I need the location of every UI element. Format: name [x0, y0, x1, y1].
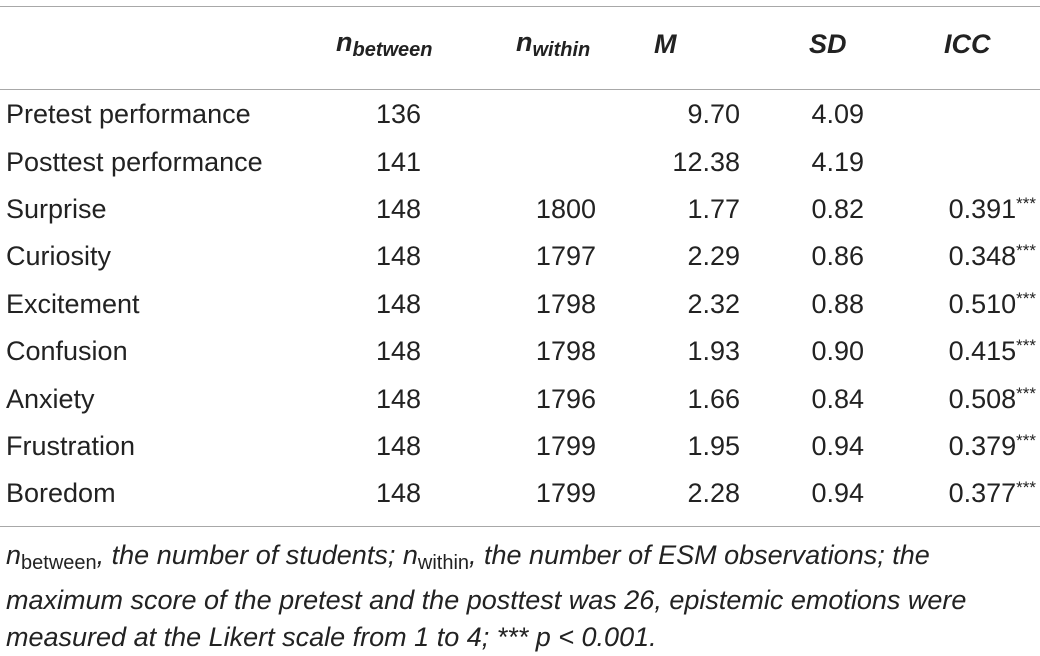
- table-row: Confusion 148 1798 1.93 0.90 0.415***: [0, 328, 1040, 375]
- cell-sd: 4.19: [811, 146, 864, 177]
- header-icc: ICC: [944, 29, 991, 59]
- cell-n-between: 148: [376, 288, 422, 319]
- cell-n-between: 148: [376, 241, 422, 272]
- bottom-rule: [0, 526, 1040, 527]
- cell-n-within: 1800: [535, 193, 596, 224]
- cell-sd: 0.86: [811, 241, 864, 272]
- cell-icc: 0.510***: [948, 288, 1036, 319]
- cell-sd: 4.09: [811, 99, 864, 130]
- header-variable: [0, 0, 336, 89]
- cell-icc: [864, 138, 1040, 185]
- significance-stars: ***: [1016, 241, 1036, 261]
- cell-sd: 0.82: [811, 193, 864, 224]
- cell-n-within: [516, 89, 596, 138]
- cell-n-between: 148: [376, 336, 422, 367]
- cell-mean: 1.77: [687, 193, 740, 224]
- cell-n-between: 148: [376, 193, 422, 224]
- cell-mean: 2.28: [687, 478, 740, 509]
- cell-icc: 0.377***: [948, 478, 1036, 509]
- table-row: Frustration 148 1799 1.95 0.94 0.379***: [0, 423, 1040, 470]
- cell-sd: 0.90: [811, 336, 864, 367]
- significance-stars: ***: [1016, 193, 1036, 213]
- descriptive-statistics-table: nbetween nwithin M SD ICC Pretest perfor…: [0, 0, 1040, 517]
- significance-stars: ***: [1016, 430, 1036, 450]
- cell-n-within: 1797: [535, 241, 596, 272]
- cell-n-between: 148: [376, 478, 422, 509]
- cell-n-within: [516, 138, 596, 185]
- table-row: Curiosity 148 1797 2.29 0.86 0.348***: [0, 233, 1040, 280]
- cell-mean: 2.29: [687, 241, 740, 272]
- cell-sd: 0.84: [811, 383, 864, 414]
- cell-icc: [864, 89, 1040, 138]
- cell-n-within: 1796: [535, 383, 596, 414]
- significance-stars: ***: [1016, 478, 1036, 498]
- cell-n-within: 1798: [535, 288, 596, 319]
- header-mean: M: [654, 29, 677, 59]
- cell-icc: 0.391***: [948, 193, 1036, 224]
- cell-mean: 12.38: [672, 146, 740, 177]
- row-label: Surprise: [6, 193, 107, 224]
- header-sd: SD: [809, 29, 847, 59]
- header-rule: [0, 89, 1040, 90]
- top-rule: [0, 6, 1040, 7]
- row-label: Anxiety: [6, 383, 95, 414]
- cell-mean: 1.95: [687, 430, 740, 461]
- cell-icc: 0.508***: [948, 383, 1036, 414]
- row-label: Frustration: [6, 430, 136, 461]
- header-row: nbetween nwithin M SD ICC: [0, 0, 1040, 89]
- row-label: Boredom: [6, 478, 116, 509]
- cell-sd: 0.88: [811, 288, 864, 319]
- header-n-within: nwithin: [516, 27, 591, 61]
- significance-stars: ***: [1016, 288, 1036, 308]
- table-row: Anxiety 148 1796 1.66 0.84 0.508***: [0, 375, 1040, 422]
- cell-mean: 9.70: [687, 99, 740, 130]
- header-n-between: nbetween: [336, 27, 433, 61]
- cell-sd: 0.94: [811, 478, 864, 509]
- cell-n-within: 1799: [535, 478, 596, 509]
- table-footnote: nbetween, the number of students; nwithi…: [6, 540, 967, 652]
- cell-mean: 2.32: [687, 288, 740, 319]
- cell-n-within: 1799: [535, 430, 596, 461]
- row-label: Confusion: [6, 336, 128, 367]
- cell-icc: 0.415***: [948, 336, 1036, 367]
- row-label: Pretest performance: [6, 99, 251, 130]
- cell-mean: 1.93: [687, 336, 740, 367]
- significance-stars: ***: [1016, 383, 1036, 403]
- row-label: Posttest performance: [6, 146, 263, 177]
- row-label: Curiosity: [6, 241, 112, 272]
- cell-n-within: 1798: [535, 336, 596, 367]
- cell-n-between: 136: [376, 99, 422, 130]
- table-row: Posttest performance 141 12.38 4.19: [0, 138, 1040, 185]
- cell-icc: 0.379***: [948, 430, 1036, 461]
- cell-icc: 0.348***: [948, 241, 1036, 272]
- cell-n-between: 148: [376, 430, 422, 461]
- table-row: Boredom 148 1799 2.28 0.94 0.377***: [0, 470, 1040, 517]
- cell-mean: 1.66: [687, 383, 740, 414]
- cell-sd: 0.94: [811, 430, 864, 461]
- table-row: Excitement 148 1798 2.32 0.88 0.510***: [0, 281, 1040, 328]
- significance-stars: ***: [1016, 336, 1036, 356]
- cell-n-between: 141: [376, 146, 422, 177]
- table-row: Pretest performance 136 9.70 4.09: [0, 89, 1040, 138]
- row-label: Excitement: [6, 288, 140, 319]
- cell-n-between: 148: [376, 383, 422, 414]
- table-row: Surprise 148 1800 1.77 0.82 0.391***: [0, 186, 1040, 233]
